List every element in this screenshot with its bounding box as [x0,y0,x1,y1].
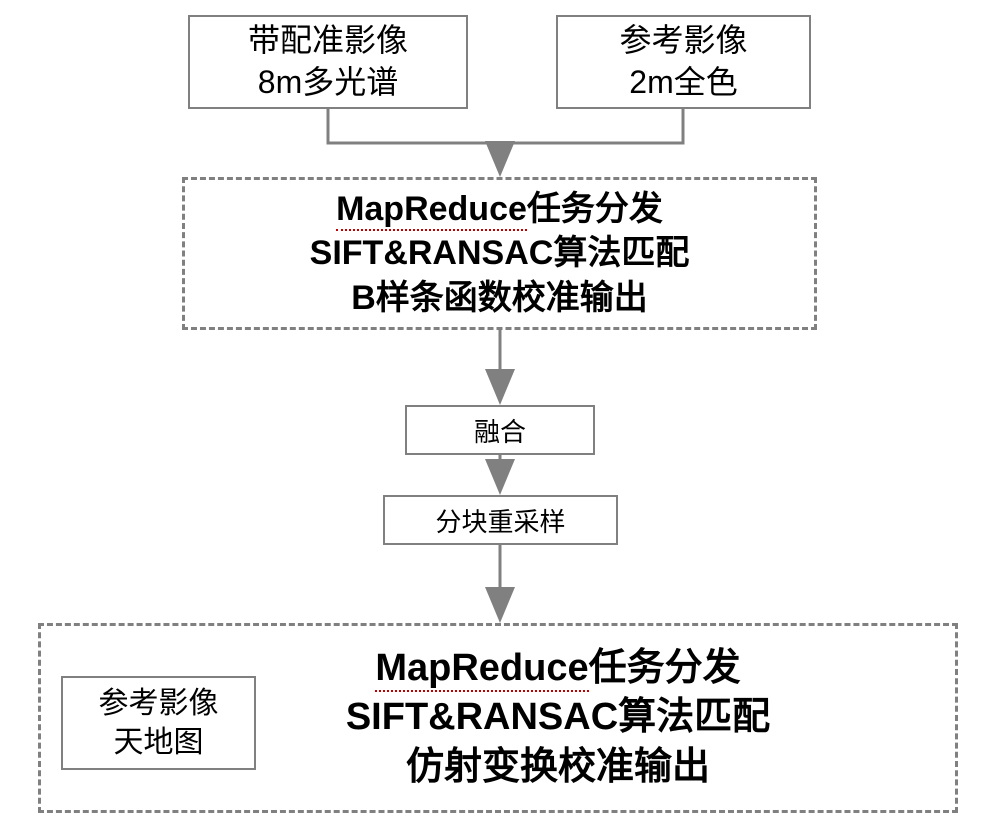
label: 融合 [474,412,526,449]
label-group: MapReduce任务分发 SIFT&RANSAC算法匹配 仿射变换校准输出 [41,626,955,810]
label-line2: SIFT&RANSAC算法匹配 [310,231,690,275]
label-line2: 8m多光谱 [258,62,398,104]
node-mapreduce-sift-bspline: MapReduce任务分发 SIFT&RANSAC算法匹配 B样条函数校准输出 [182,177,817,330]
label-line3: 仿射变换校准输出 [406,743,710,792]
label-line1-rest: 任务分发 [527,190,663,228]
node-block-resample: 分块重采样 [383,495,618,545]
underlined-word: MapReduce [336,191,527,230]
node-input-register-image: 带配准影像 8m多光谱 [188,15,468,109]
label-line1: MapReduce任务分发 [336,187,663,231]
label-line2: 2m全色 [629,62,737,104]
edge-topleft-to-middle [328,109,500,171]
node-reference-image: 参考影像 2m全色 [556,15,811,109]
label: 分块重采样 [435,502,565,539]
label-line1: 带配准影像 [248,20,408,62]
label-line1: MapReduce任务分发 [375,644,740,693]
label-line3: B样条函数校准输出 [351,276,648,320]
edge-topright-join [500,109,683,143]
node-fusion: 融合 [405,405,595,455]
label-line2: SIFT&RANSAC算法匹配 [346,693,770,742]
label-line1: 参考影像 [619,20,747,62]
underlined-word: MapReduce [375,648,588,692]
node-mapreduce-sift-affine: 参考影像 天地图 MapReduce任务分发 SIFT&RANSAC算法匹配 仿… [38,623,958,813]
label-line1-rest: 任务分发 [589,647,741,689]
